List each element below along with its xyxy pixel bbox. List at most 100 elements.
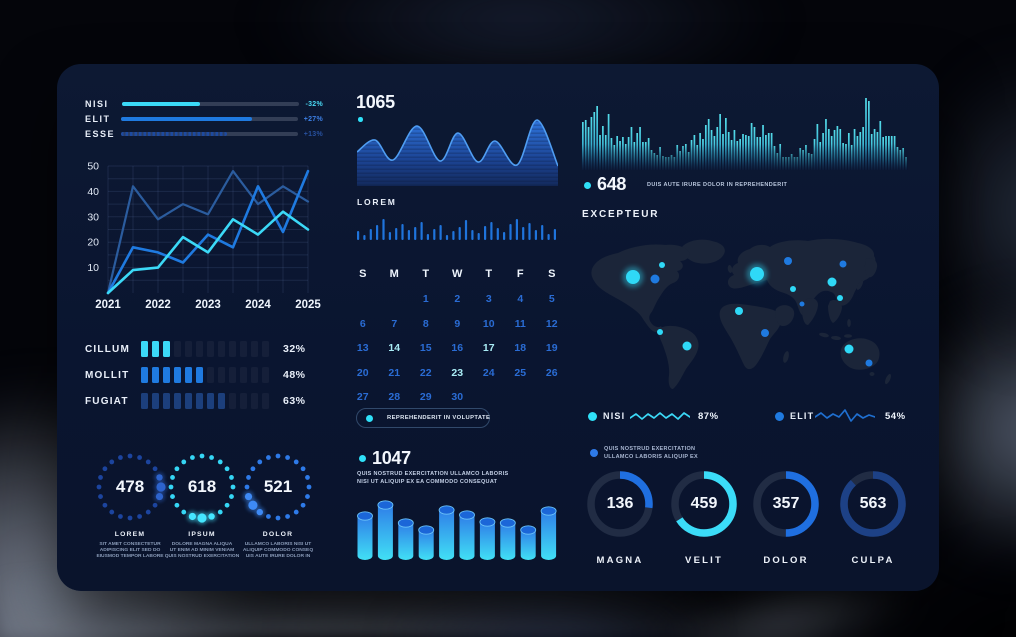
segment-label: CILLUM xyxy=(85,343,130,355)
segment-track[interactable] xyxy=(141,393,269,409)
calendar-day[interactable]: 4 xyxy=(517,293,524,306)
calendar-day-empty xyxy=(505,385,537,410)
progress-row-esse: ESSE +13% xyxy=(85,128,323,140)
map-marker[interactable] xyxy=(799,301,805,307)
calendar-day[interactable]: 1 xyxy=(422,293,429,306)
segment-cell xyxy=(185,341,192,357)
calendar-day-empty xyxy=(379,287,411,312)
calendar-day[interactable]: 17 xyxy=(482,342,495,355)
segment-cell xyxy=(152,367,159,383)
calendar-weekday: M xyxy=(389,268,399,280)
map-marker[interactable] xyxy=(622,266,644,288)
gauge-label: DOLOR xyxy=(262,531,294,538)
trend-elit-sparkline[interactable] xyxy=(815,406,875,423)
calendar-day[interactable]: 3 xyxy=(485,293,492,306)
map-marker[interactable] xyxy=(735,307,743,315)
calendar-day[interactable]: 21 xyxy=(388,366,401,379)
stat-1047-caption: QUIS NOSTRUD EXERCITATION ULLAMCO LABORI… xyxy=(357,471,509,485)
calendar-day[interactable]: 13 xyxy=(356,342,369,355)
note-text: QUIS NOSTRUD EXERCITATION ULLAMCO LABORI… xyxy=(604,446,698,460)
donut-ring[interactable] xyxy=(835,466,911,542)
calendar-day[interactable]: 25 xyxy=(514,366,527,379)
calendar-day[interactable]: 14 xyxy=(388,342,401,355)
progress-track[interactable] xyxy=(121,132,298,136)
calendar-day[interactable]: 6 xyxy=(359,317,366,330)
calendar-day[interactable]: 2 xyxy=(454,293,461,306)
map-marker[interactable] xyxy=(659,262,665,268)
calendar-day[interactable]: 12 xyxy=(545,317,558,330)
calendar: S M T W T F S 1 2 3 4 5 6 7 8 9 10 11 12 13 14 15 16 17 18 19 20 21… xyxy=(347,261,568,410)
note-bullet xyxy=(590,449,598,457)
calendar-day[interactable]: 16 xyxy=(451,342,464,355)
reprehenderit-button[interactable]: REPREHENDERIT IN VOLUPTATE xyxy=(356,408,490,428)
segment-cell xyxy=(251,341,258,357)
progress-label: ELIT xyxy=(85,114,111,124)
map-marker[interactable] xyxy=(790,286,796,292)
segment-cell xyxy=(262,393,269,409)
donut-ring[interactable] xyxy=(748,466,824,542)
calendar-day[interactable]: 28 xyxy=(388,391,401,404)
calendar-day[interactable]: 23 xyxy=(451,366,464,379)
wave-area-chart[interactable] xyxy=(357,118,558,186)
calendar-day[interactable]: 24 xyxy=(482,366,495,379)
map-marker[interactable] xyxy=(657,329,663,335)
progress-track[interactable] xyxy=(121,117,298,121)
calendar-day[interactable]: 18 xyxy=(514,342,527,355)
segment-cell xyxy=(141,393,148,409)
map-marker[interactable] xyxy=(746,263,768,285)
dotted-gauge-lorem: 478 LOREM SIT AMET CONSECTETUR ADIPISCING… xyxy=(88,445,172,560)
world-map[interactable] xyxy=(590,235,910,400)
progress-row-elit: ELIT +27% xyxy=(85,113,323,125)
calendar-day[interactable]: 5 xyxy=(548,293,555,306)
map-marker[interactable] xyxy=(682,341,692,351)
calendar-day[interactable]: 11 xyxy=(514,317,526,330)
mini-bar-chart[interactable] xyxy=(357,214,557,240)
calendar-day[interactable]: 19 xyxy=(545,342,558,355)
calendar-day[interactable]: 10 xyxy=(482,317,495,330)
segment-cell xyxy=(262,367,269,383)
yearly-line-chart[interactable]: 10 20 30 40 50 2021 2022 2023 2024 2025 xyxy=(81,150,323,318)
cylinder-bar-chart[interactable] xyxy=(354,492,564,562)
waveform-chart[interactable] xyxy=(582,92,908,172)
calendar-day[interactable]: 7 xyxy=(391,317,398,330)
trend-nisi-sparkline[interactable] xyxy=(630,408,690,423)
gauge-value: 521 xyxy=(263,477,293,496)
progress-track[interactable] xyxy=(121,102,300,106)
map-marker[interactable] xyxy=(844,344,854,354)
segment-cell xyxy=(240,341,247,357)
map-marker[interactable] xyxy=(650,274,660,284)
segment-cell xyxy=(262,341,269,357)
map-marker[interactable] xyxy=(827,277,837,287)
donut-label: CULPA xyxy=(851,555,895,566)
calendar-day[interactable]: 9 xyxy=(454,317,461,330)
calendar-day[interactable]: 30 xyxy=(451,391,464,404)
segment-cell xyxy=(207,393,214,409)
map-marker[interactable] xyxy=(837,295,843,301)
calendar-day[interactable]: 29 xyxy=(419,391,432,404)
trend-elit-pct: 54% xyxy=(885,411,906,422)
segment-row-mollit: MOLLIT 48% xyxy=(85,366,345,384)
map-marker[interactable] xyxy=(839,260,847,268)
calendar-day[interactable]: 27 xyxy=(356,391,369,404)
segment-track[interactable] xyxy=(141,341,269,357)
map-marker[interactable] xyxy=(761,329,769,337)
donut-ring[interactable] xyxy=(666,466,742,542)
calendar-day[interactable]: 26 xyxy=(545,366,558,379)
map-marker[interactable] xyxy=(784,257,792,265)
dashboard-panel: NISI -32% ELIT +27% ESSE +13% 10 20 30 40 50… xyxy=(57,64,939,591)
calendar-day[interactable]: 22 xyxy=(419,366,432,379)
segment-track[interactable] xyxy=(141,367,269,383)
donut-ring[interactable] xyxy=(582,466,658,542)
segment-cell xyxy=(229,367,236,383)
calendar-day[interactable]: 20 xyxy=(356,366,369,379)
calendar-day[interactable]: 15 xyxy=(419,342,432,355)
map-marker[interactable] xyxy=(865,359,873,367)
calendar-weekday: W xyxy=(452,268,463,280)
segment-cell xyxy=(218,367,225,383)
calendar-day[interactable]: 8 xyxy=(422,317,429,330)
segment-value: 63% xyxy=(283,395,306,407)
trend-nisi-bullet xyxy=(588,412,597,421)
dotted-ring xyxy=(242,453,312,521)
progress-value: -32% xyxy=(305,100,323,108)
